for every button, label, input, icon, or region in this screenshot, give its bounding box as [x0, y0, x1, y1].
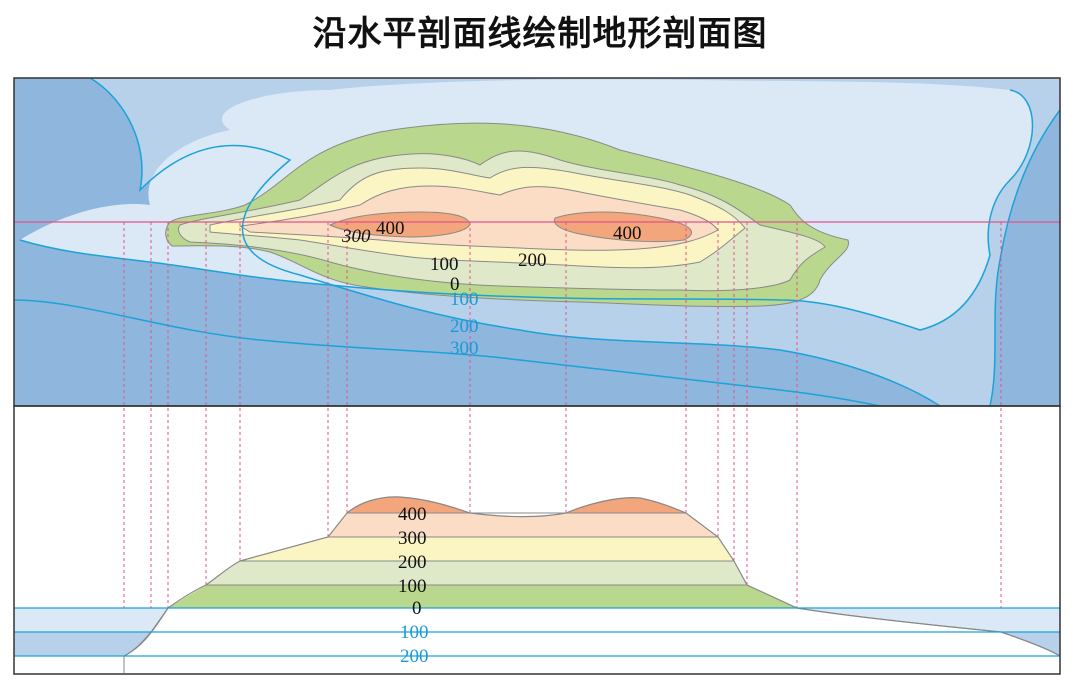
profile-label-100: 100 [398, 576, 427, 597]
map-label-100: 100 [430, 254, 459, 275]
contour-depth-100 [19, 89, 1034, 331]
map-label-400-west: 400 [376, 218, 405, 239]
terrain-profile [14, 496, 1060, 673]
map-label-depth-300: 300 [450, 338, 479, 359]
profile-layer-200-300 [240, 537, 734, 561]
map-label-200: 200 [518, 250, 547, 271]
profile-label-300: 300 [398, 528, 427, 549]
peak-east-area [553, 211, 692, 243]
projection-lines [123, 222, 1002, 656]
profile-depth-lines [14, 607, 1060, 657]
profile-frame [13, 405, 1061, 675]
profile-label-400: 400 [398, 504, 427, 525]
profile-label-0: 0 [412, 598, 422, 619]
profile-layer-300-400 [328, 513, 718, 537]
profile-label-depth-200: 200 [400, 646, 429, 667]
map-label-300: 300 [341, 226, 371, 247]
profile-level-lines [206, 512, 747, 586]
profile-label-200: 200 [398, 552, 427, 573]
contour-depth-200 [89, 78, 941, 406]
map-label-depth-200: 200 [450, 316, 479, 337]
profile-label-depth-100: 100 [400, 622, 429, 643]
map-label-depth-100: 100 [450, 289, 479, 310]
contour-map [14, 78, 1060, 406]
profile-peak-west [347, 496, 470, 513]
profile-layer-100-200 [206, 561, 747, 585]
figure-title: 沿水平剖面线绘制地形剖面图 [312, 14, 768, 54]
contour-depth-200-east [989, 109, 1060, 406]
map-label-400-east: 400 [613, 223, 642, 244]
profile-peak-east [566, 497, 686, 513]
contour-depth-300 [14, 299, 881, 406]
map-label-0: 0 [450, 274, 460, 295]
profile-layer-0-100 [168, 585, 797, 608]
